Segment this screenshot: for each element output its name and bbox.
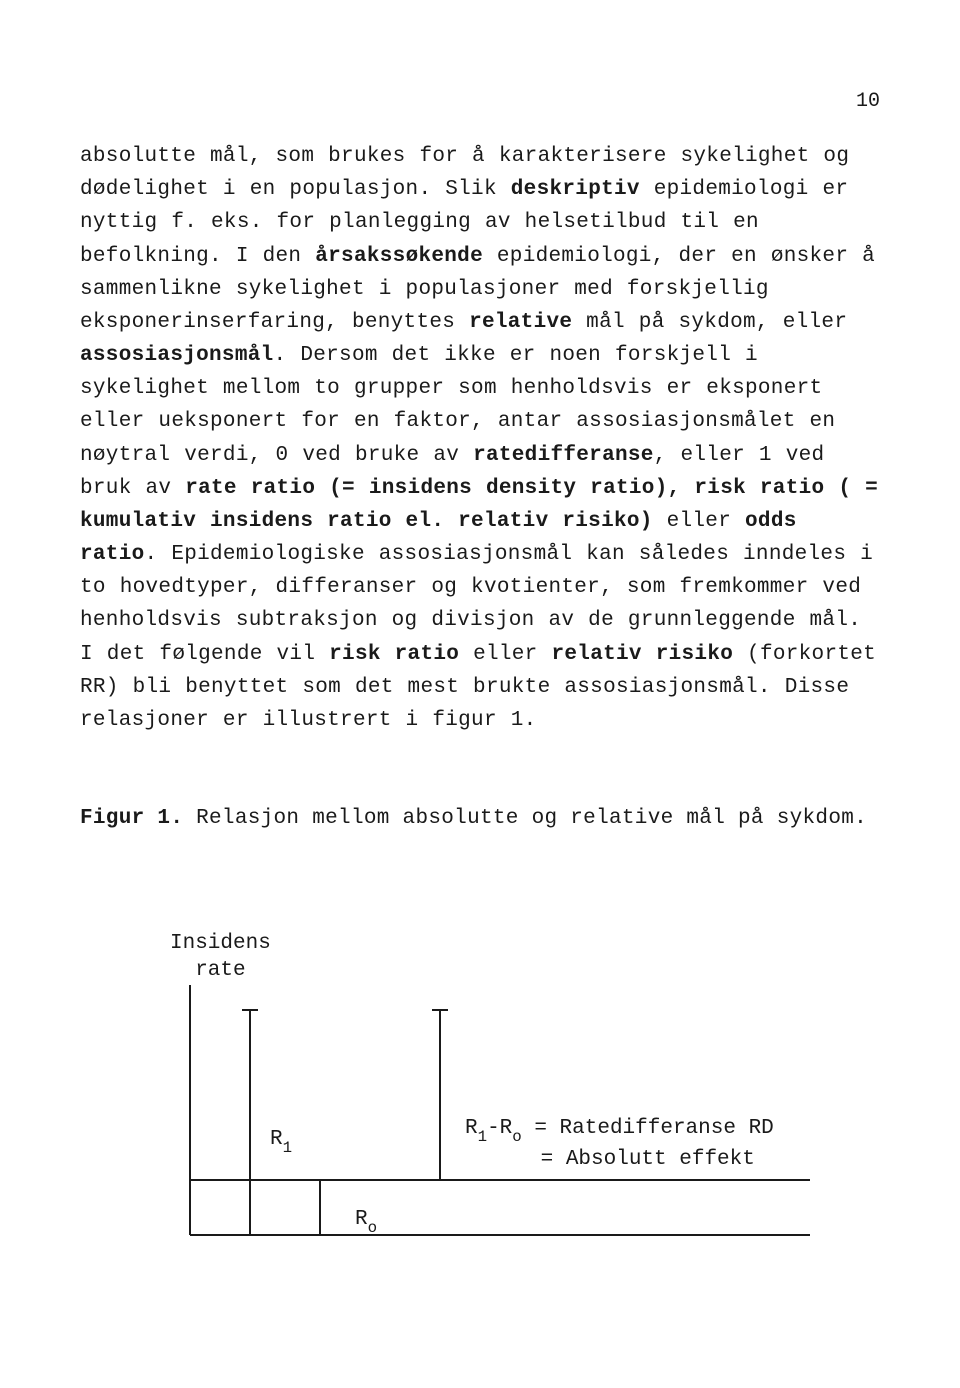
annotation-difference: R1-Ro = Ratedifferanse RD = Absolutt eff…	[465, 1115, 774, 1174]
figure-1: Insidens rate R1 Ro R1-Ro = Ratedi	[160, 930, 840, 1260]
label-r0-sub: o	[368, 1219, 377, 1237]
page: 10 absolutte mål, som brukes for å karak…	[0, 0, 960, 1388]
bold-run: risk ratio	[329, 643, 459, 666]
diff-expr-sub1: 1	[478, 1128, 487, 1146]
diff-eq1: = Ratedifferanse RD	[522, 1117, 774, 1140]
text-run: mål på sykdom, eller	[572, 311, 847, 334]
figure-caption: Figur 1. Relasjon mellom absolutte og re…	[80, 807, 880, 830]
label-r1-pre: R	[270, 1128, 283, 1151]
label-r1-sub: 1	[283, 1139, 292, 1157]
label-r0: Ro	[355, 1208, 377, 1234]
diff-eq2-pad	[465, 1148, 528, 1171]
text-run: eller	[653, 510, 745, 533]
bold-run: deskriptiv	[511, 178, 640, 201]
diff-expr-pre1: R	[465, 1117, 478, 1140]
diff-expr-sub2: o	[512, 1128, 521, 1146]
y-axis-label-line1: Insidens	[170, 932, 271, 955]
label-r0-pre: R	[355, 1208, 368, 1231]
text-run: eller	[459, 643, 551, 666]
bold-run: relative	[469, 311, 572, 334]
bold-run: årsakssøkende	[315, 245, 483, 268]
caption-text: Relasjon mellom absolutte og relative må…	[183, 807, 867, 830]
bold-run: relativ risiko	[552, 643, 734, 666]
y-axis-label-line2: rate	[195, 959, 245, 982]
y-axis-label: Insidens rate	[170, 930, 271, 985]
caption-lead: Figur 1.	[80, 807, 183, 830]
diff-eq2: = Absolutt effekt	[528, 1148, 755, 1171]
diff-expr-mid: -R	[487, 1117, 512, 1140]
bold-run: ratedifferanse	[473, 444, 654, 467]
body-paragraph: absolutte mål, som brukes for å karakter…	[80, 140, 880, 737]
label-r1: R1	[270, 1128, 292, 1154]
bold-run: assosiasjonsmål	[80, 344, 274, 367]
page-number: 10	[856, 90, 880, 113]
